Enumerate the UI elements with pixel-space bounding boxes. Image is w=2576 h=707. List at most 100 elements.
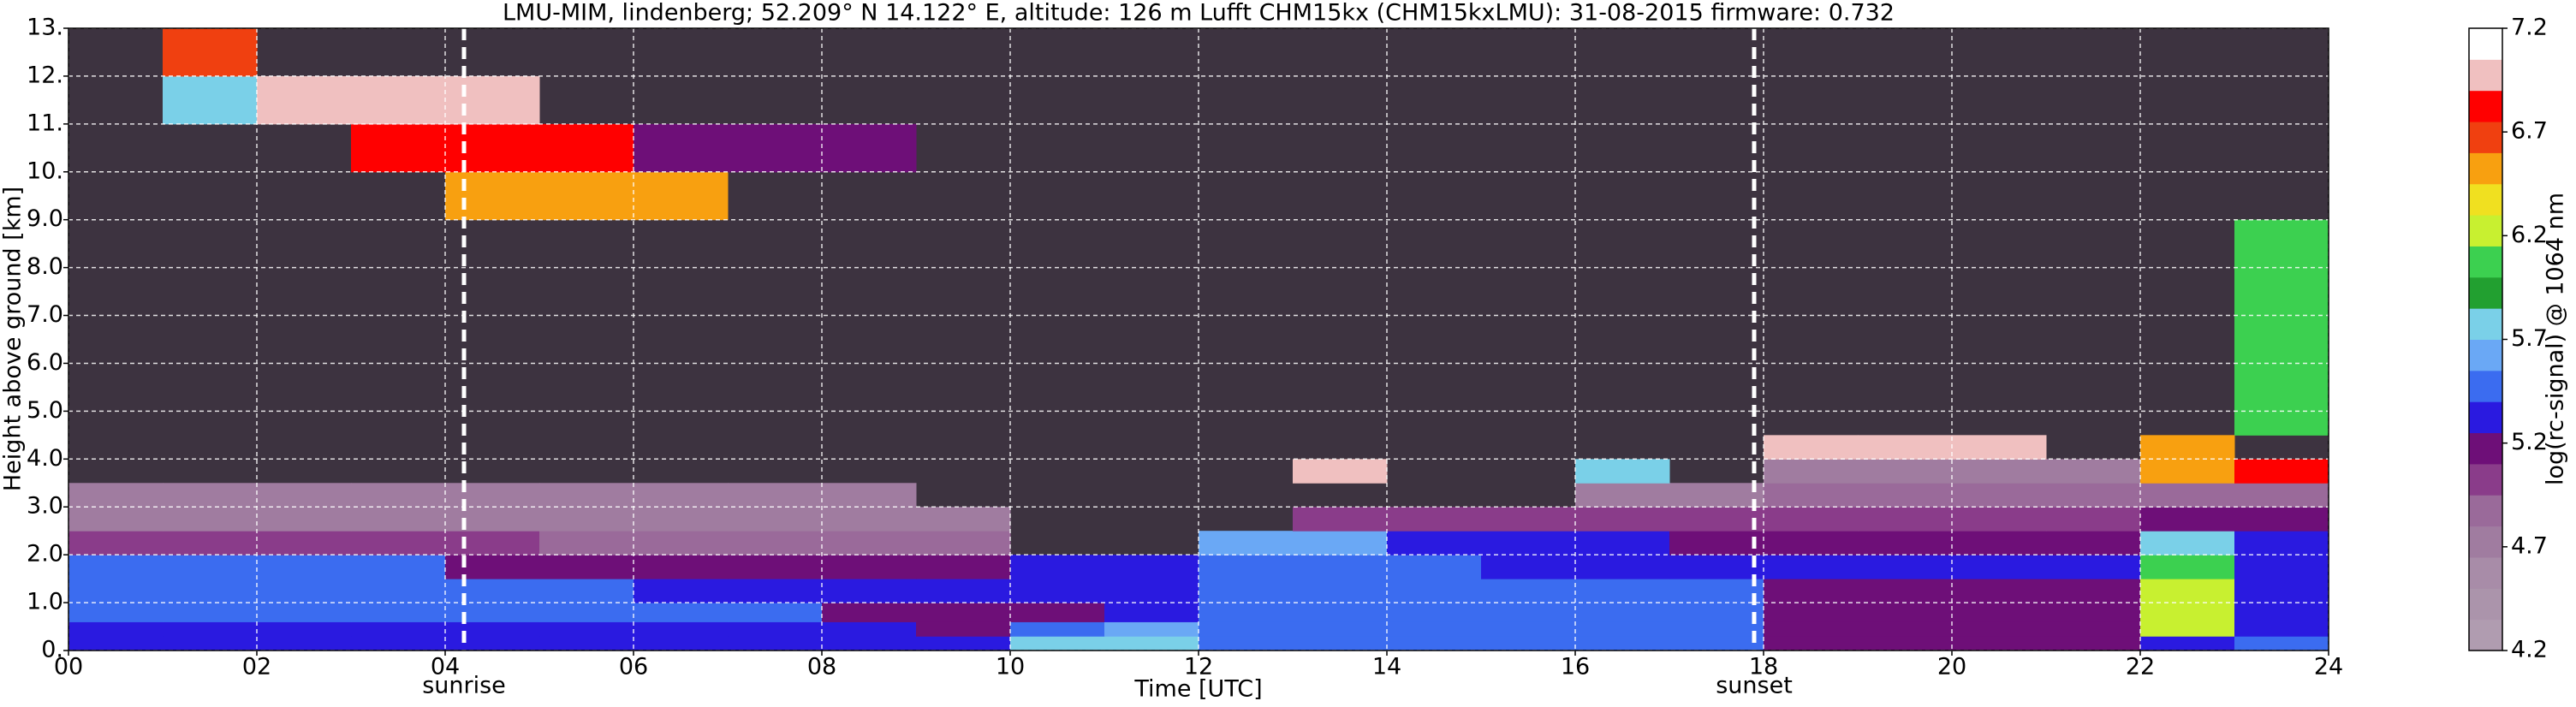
- heatmap-cell: [539, 603, 634, 622]
- heatmap-cell: [445, 636, 540, 651]
- heatmap-cell: [351, 531, 446, 556]
- heatmap-cell: [822, 603, 917, 622]
- heatmap-cell: [2234, 636, 2329, 651]
- heatmap-cell: [257, 621, 352, 637]
- heatmap-cell: [916, 636, 1011, 651]
- heatmap-cell: [1952, 531, 2047, 556]
- heatmap-cell: [445, 171, 540, 221]
- x-tick-label: 20: [1937, 654, 1966, 680]
- heatmap-cell: [2234, 621, 2329, 637]
- colorbar-swatch: [2469, 215, 2502, 247]
- heatmap-cell: [1858, 435, 1953, 460]
- heatmap-cell: [445, 621, 540, 637]
- heatmap-cell: [445, 483, 540, 508]
- heatmap-cell: [1104, 603, 1199, 622]
- heatmap-cell: [1858, 621, 1953, 637]
- heatmap-cell: [1481, 603, 1576, 622]
- heatmap-cell: [822, 507, 917, 532]
- heatmap-cell: [1858, 603, 1953, 622]
- x-tick-label: 16: [1561, 654, 1590, 680]
- heatmap-cell: [1575, 507, 1670, 532]
- heatmap-cell: [916, 603, 1011, 622]
- y-tick-label: 0.: [41, 637, 63, 663]
- heatmap-cell: [163, 636, 258, 651]
- x-tick-label: 22: [2126, 654, 2155, 680]
- colorbar-tick-label: 6.7: [2511, 118, 2548, 145]
- heatmap-cell: [257, 507, 352, 532]
- heatmap-cell: [445, 579, 540, 603]
- heatmap-cell: [1952, 579, 2047, 603]
- x-tick-label: 14: [1372, 654, 1401, 680]
- heatmap-cell: [728, 531, 823, 556]
- heatmap-cell: [2140, 435, 2235, 460]
- heatmap-cell: [728, 123, 823, 173]
- heatmap-cell: [351, 507, 446, 532]
- heatmap-cell: [68, 636, 164, 651]
- heatmap-cell: [1387, 507, 1482, 532]
- colorbar-swatch: [2469, 401, 2502, 434]
- heatmap-cell: [2234, 507, 2329, 532]
- heatmap-cell: [163, 531, 258, 556]
- heatmap-cell: [1293, 459, 1388, 484]
- heatmap-cell: [1481, 636, 1576, 651]
- heatmap-cell: [445, 75, 540, 125]
- heatmap-cell: [1104, 621, 1199, 637]
- heatmap-cell: [1293, 636, 1388, 651]
- heatmap-cell: [822, 531, 917, 556]
- heatmap-cell: [2140, 579, 2235, 603]
- heatmap-cell: [2046, 603, 2141, 622]
- heatmap-cell: [1387, 636, 1482, 651]
- colorbar-swatch: [2469, 463, 2502, 496]
- heatmap-cell: [445, 555, 540, 579]
- colorbar-swatch: [2469, 90, 2502, 122]
- heatmap-cell: [1293, 555, 1388, 579]
- heatmap-cell: [2234, 219, 2329, 436]
- x-axis-label: Time [UTC]: [1133, 676, 1262, 703]
- heatmap-cell: [1575, 459, 1670, 484]
- heatmap-cell: [1575, 531, 1670, 556]
- heatmap-cell: [1764, 621, 1859, 637]
- heatmap-cell: [1575, 579, 1670, 603]
- y-tick-label: 8.0: [27, 253, 63, 280]
- heatmap-cell: [1669, 579, 1764, 603]
- y-tick-label: 11.: [27, 110, 63, 136]
- heatmap-cell: [1764, 507, 1859, 532]
- heatmap-cell: [539, 483, 634, 508]
- y-tick-label: 2.0: [27, 541, 63, 567]
- heatmap-cell: [539, 507, 634, 532]
- heatmap-cell: [1952, 483, 2047, 508]
- colorbar-swatch: [2469, 370, 2502, 402]
- heatmap-cell: [163, 75, 258, 125]
- heatmap-cell: [2234, 603, 2329, 622]
- heatmap-cell: [2234, 555, 2329, 579]
- colorbar-label: log(rc-signal) @ 1064 nm: [2543, 193, 2569, 485]
- heatmap-cell: [351, 483, 446, 508]
- heatmap-cell: [634, 507, 729, 532]
- heatmap-cell: [1575, 636, 1670, 651]
- heatmap-cell: [1010, 621, 1105, 637]
- annotation-label: sunrise: [422, 673, 506, 699]
- y-tick-label: 10.: [27, 157, 63, 184]
- heatmap-cell: [916, 531, 1011, 556]
- heatmap-cell: [1199, 603, 1294, 622]
- heatmap-cell: [1952, 621, 2047, 637]
- x-tick-label: 02: [242, 654, 271, 680]
- y-tick-label: 6.0: [27, 349, 63, 376]
- heatmap-cell: [1293, 507, 1388, 532]
- heatmap-cell: [1764, 636, 1859, 651]
- heatmap-cell: [163, 603, 258, 622]
- heatmap-cell: [2140, 636, 2235, 651]
- heatmap-cell: [163, 555, 258, 579]
- heatmap-cell: [1293, 531, 1388, 556]
- heatmap-cell: [351, 123, 446, 173]
- heatmap-cell: [728, 555, 823, 579]
- heatmap-cell: [822, 636, 917, 651]
- heatmap-cell: [1669, 621, 1764, 637]
- heatmap-cell: [728, 621, 823, 637]
- y-tick-label: 9.0: [27, 205, 63, 232]
- heatmap-cell: [351, 636, 446, 651]
- heatmap-cell: [351, 75, 446, 125]
- heatmap-cell: [2234, 531, 2329, 556]
- x-tick-label: 08: [807, 654, 836, 680]
